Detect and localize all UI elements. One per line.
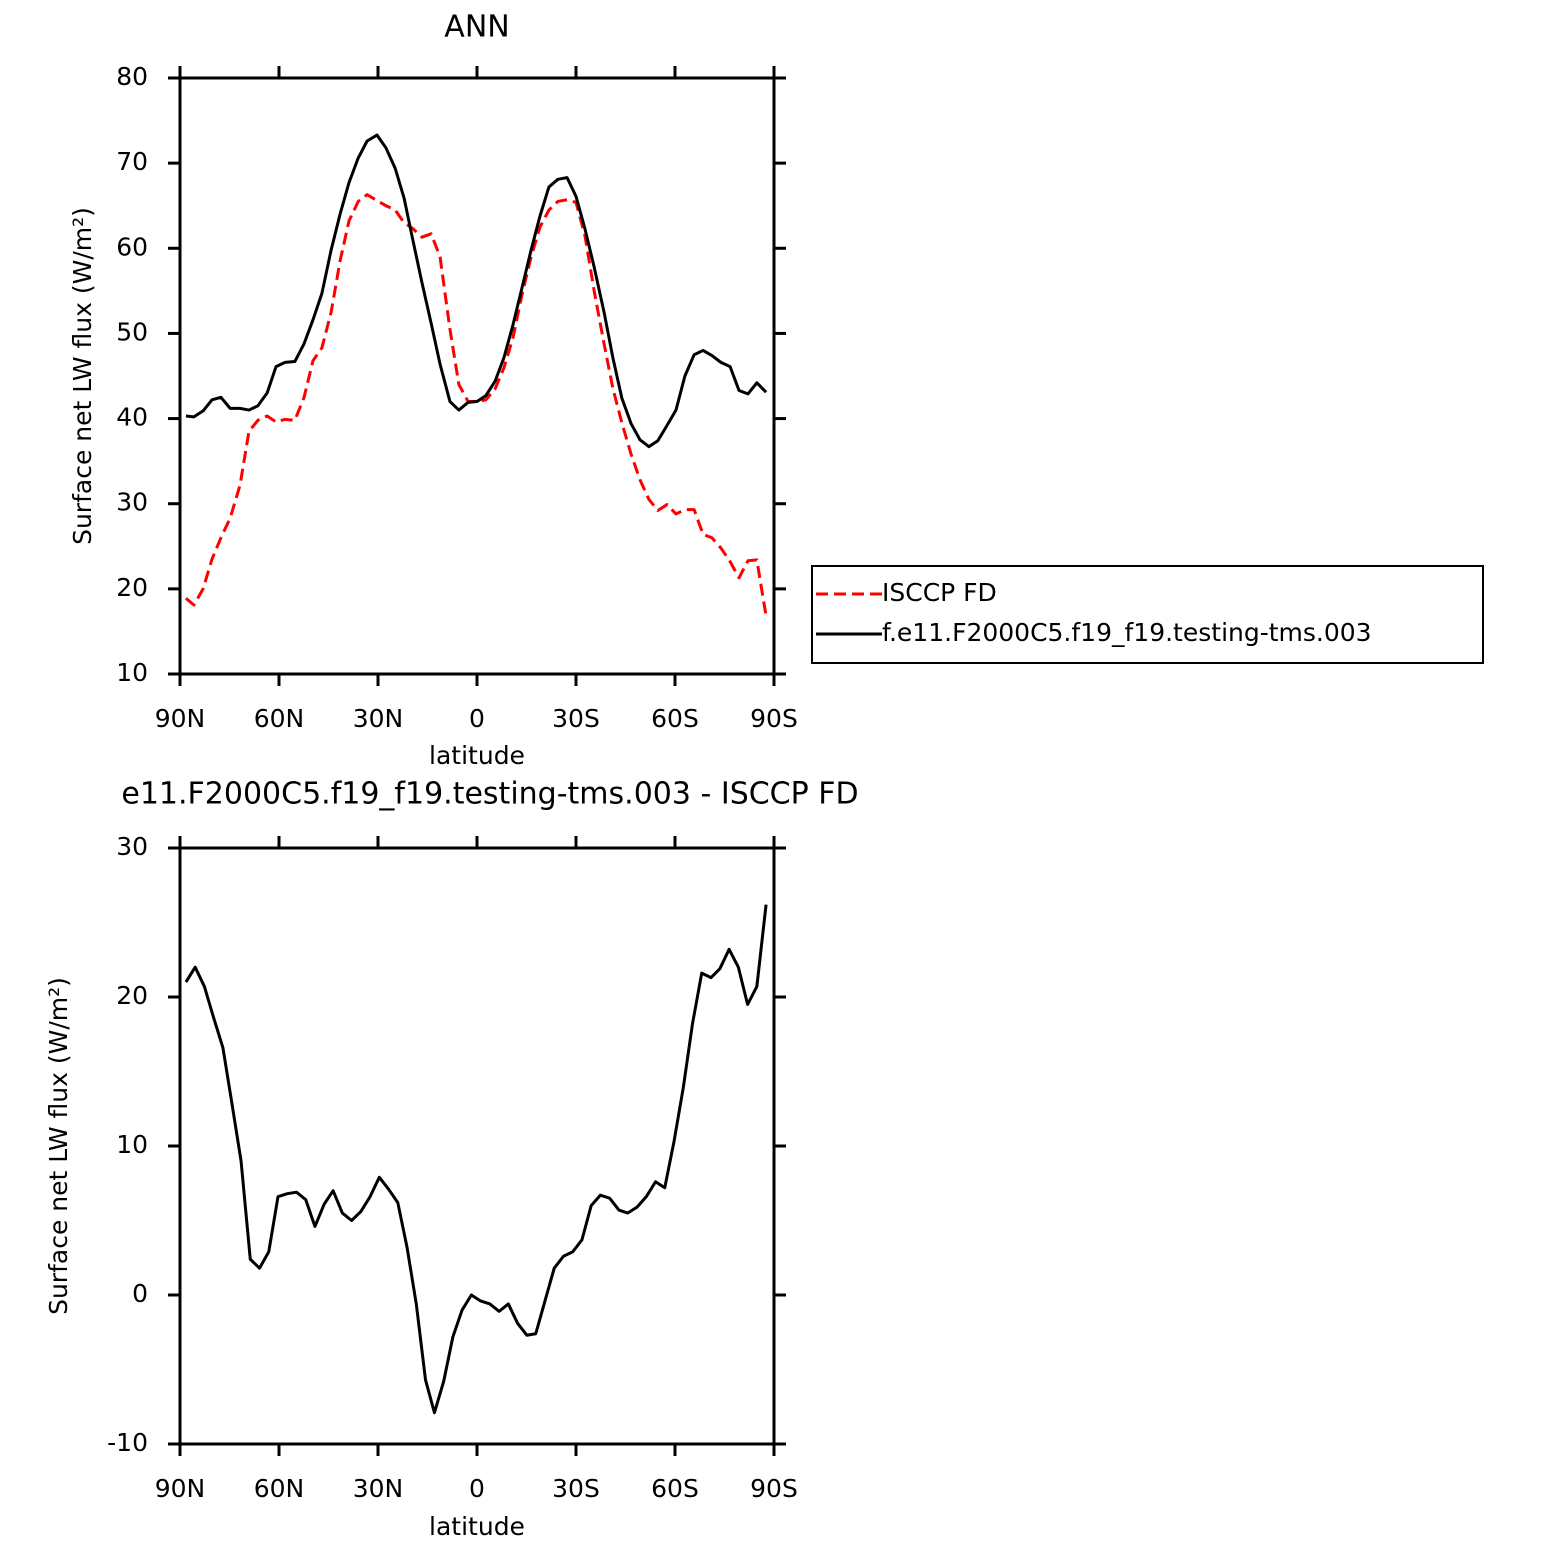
y-tick-label: 30 xyxy=(116,832,148,861)
x-tick-label: 90S xyxy=(750,704,798,733)
chart-title: e11.F2000C5.f19_f19.testing-tms.003 - IS… xyxy=(121,777,858,812)
y-tick-label: 10 xyxy=(116,1130,148,1159)
legend-label: f.e11.F2000C5.f19_f19.testing-tms.003 xyxy=(882,618,1372,647)
y-tick-label: 10 xyxy=(116,658,148,687)
y-tick-label: 60 xyxy=(116,232,148,261)
chart-title: ANN xyxy=(444,10,509,45)
x-tick-label: 90N xyxy=(155,704,206,733)
x-tick-label: 30S xyxy=(552,1474,600,1503)
y-tick-label: 30 xyxy=(116,488,148,517)
y-tick-label: 0 xyxy=(132,1279,148,1308)
x-tick-label: 60S xyxy=(651,1474,699,1503)
data-line xyxy=(185,133,768,449)
x-tick-label: 30S xyxy=(552,704,600,733)
y-axis-label: Surface net LW flux (W/m²) xyxy=(68,207,97,545)
legend-label: ISCCP FD xyxy=(882,578,997,607)
y-tick-label: 70 xyxy=(116,147,148,176)
data-line xyxy=(184,193,768,617)
y-tick-label: 20 xyxy=(116,573,148,602)
y-axis-label: Surface net LW flux (W/m²) xyxy=(44,977,73,1315)
plot-frame xyxy=(178,846,776,1446)
x-axis-label: latitude xyxy=(429,1512,525,1541)
legend-box xyxy=(811,565,1484,664)
y-tick-label: 50 xyxy=(116,317,148,346)
x-tick-label: 60N xyxy=(254,704,305,733)
x-tick-label: 60N xyxy=(254,1474,305,1503)
x-axis-label: latitude xyxy=(429,741,525,770)
x-tick-label: 30N xyxy=(353,1474,404,1503)
y-tick-label: 20 xyxy=(116,981,148,1010)
x-tick-label: 0 xyxy=(469,1474,485,1503)
x-tick-label: 90N xyxy=(155,1474,206,1503)
x-tick-label: 60S xyxy=(651,704,699,733)
x-tick-label: 90S xyxy=(750,1474,798,1503)
data-line xyxy=(184,904,768,1415)
y-tick-label: 40 xyxy=(116,403,148,432)
x-tick-label: 0 xyxy=(469,704,485,733)
y-tick-label: -10 xyxy=(107,1428,148,1457)
y-tick-label: 80 xyxy=(116,62,148,91)
x-tick-label: 30N xyxy=(353,704,404,733)
